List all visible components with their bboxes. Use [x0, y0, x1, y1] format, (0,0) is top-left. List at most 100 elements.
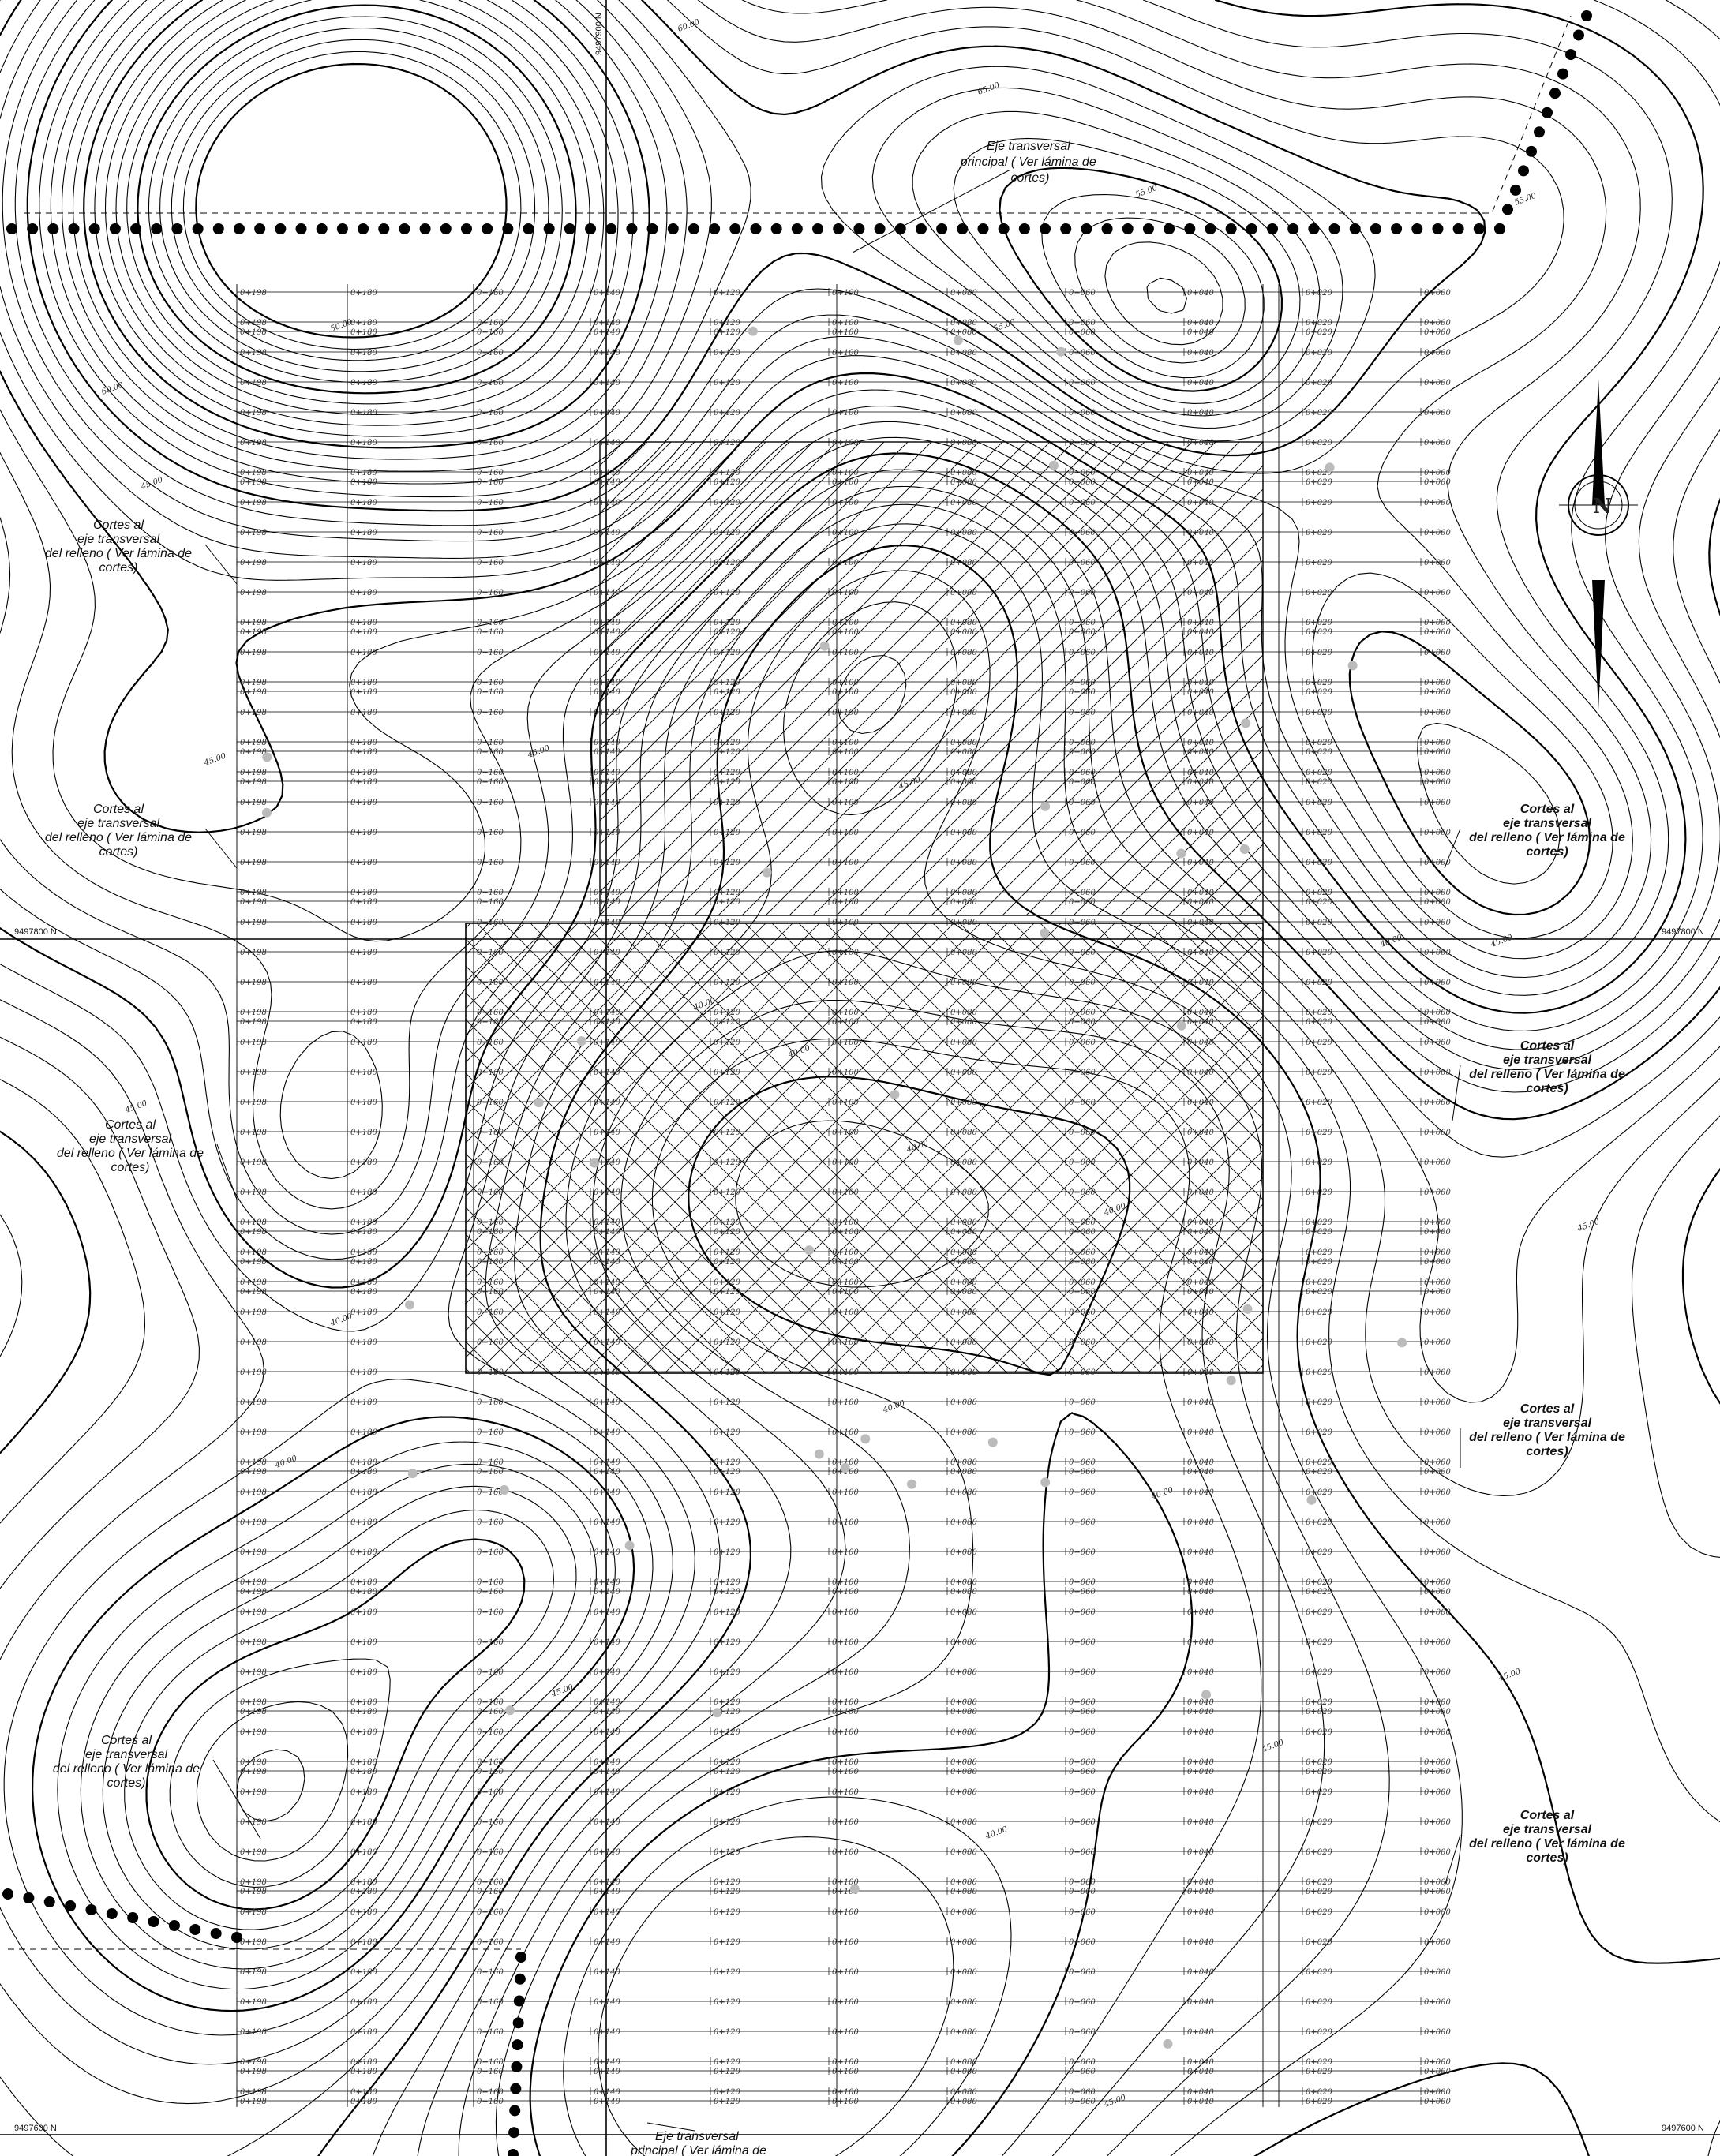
station-label: 0+100 [832, 478, 859, 487]
station-label: 0+180 [350, 1129, 377, 1137]
station-label: 0+160 [477, 1758, 504, 1767]
station-label: 0+060 [1069, 2098, 1096, 2106]
station-label: 0+040 [1187, 1878, 1214, 1887]
station-label: 0+120 [714, 1728, 740, 1737]
station-label: 0+120 [714, 289, 740, 298]
station-label: 0+140 [594, 1588, 620, 1596]
station-label: 0+020 [1306, 799, 1332, 807]
station-label: 0+000 [1424, 679, 1451, 687]
station-label: 0+060 [1069, 679, 1096, 687]
station-label: 0+160 [477, 559, 504, 567]
station-label: 0+140 [594, 949, 620, 957]
station-label: 0+100 [832, 1878, 859, 1887]
station-label: 0+140 [594, 1758, 620, 1767]
station-label: 0+040 [1187, 1278, 1214, 1287]
station-label: 0+140 [594, 1069, 620, 1077]
station-label: 0+120 [714, 949, 740, 957]
station-label: 0+000 [1424, 1338, 1451, 1347]
station-label: 0+160 [477, 1468, 504, 1477]
station-label: 0+198 [240, 1668, 267, 1677]
station-label: 0+060 [1069, 1158, 1096, 1167]
station-label: 0+198 [240, 1758, 267, 1767]
station-label: 0+198 [240, 1218, 267, 1227]
station-label: 0+000 [1424, 1578, 1451, 1587]
station-label: 0+000 [1424, 1129, 1451, 1137]
station-label: 0+020 [1306, 1698, 1332, 1707]
station-label: 0+040 [1187, 1099, 1214, 1107]
station-label: 0+180 [350, 889, 377, 897]
station-label: 0+000 [1424, 1708, 1451, 1716]
station-label: 0+198 [240, 589, 267, 597]
station-label: 0+020 [1306, 1968, 1332, 1977]
station-label: 0+120 [714, 1129, 740, 1137]
station-label: 0+040 [1187, 778, 1214, 787]
station-label: 0+100 [832, 619, 859, 627]
station-label: 0+160 [477, 709, 504, 717]
station-label: 0+140 [594, 469, 620, 477]
station-label: 0+160 [477, 829, 504, 837]
station-label: 0+000 [1424, 979, 1451, 987]
station-label: 0+100 [832, 559, 859, 567]
station-label: 0+080 [950, 2068, 977, 2076]
annotation-cortes-6: Cortes al eje transversal del relleno ( Ve… [1469, 1039, 1625, 1095]
station-label: 0+060 [1069, 469, 1096, 477]
station-label: 0+160 [477, 1588, 504, 1596]
station-label: 0+120 [714, 589, 740, 597]
station-label: 0+020 [1306, 1218, 1332, 1227]
station-label: 0+198 [240, 1708, 267, 1716]
principal-top-line-2: principal ( Ver lámina de [960, 155, 1096, 169]
station-label: 0+000 [1424, 1428, 1451, 1437]
station-label: 0+000 [1424, 1848, 1451, 1857]
station-label: 0+180 [350, 2068, 377, 2076]
station-label: 0+120 [714, 709, 740, 717]
annotation-principal-bottom-text: Eje transversal principal ( Ver lámina d… [630, 2130, 766, 2156]
station-label: 0+198 [240, 619, 267, 627]
station-label: 0+060 [1069, 1009, 1096, 1017]
station-label: 0+020 [1306, 439, 1332, 447]
station-label: 0+000 [1424, 1998, 1451, 2007]
station-label: 0+180 [350, 349, 377, 357]
station-label: 0+198 [240, 2088, 267, 2097]
station-label: 0+060 [1069, 289, 1096, 298]
station-label: 0+000 [1424, 889, 1451, 897]
station-label: 0+100 [832, 1848, 859, 1857]
station-label: 0+180 [350, 1099, 377, 1107]
station-label: 0+040 [1187, 478, 1214, 487]
station-label: 0+040 [1187, 1728, 1214, 1737]
station-label: 0+140 [594, 1878, 620, 1887]
station-label: 0+020 [1306, 859, 1332, 867]
station-label: 0+000 [1424, 529, 1451, 537]
station-label: 0+120 [714, 859, 740, 867]
station-label: 0+080 [950, 859, 977, 867]
station-label: 0+040 [1187, 1468, 1214, 1477]
station-label: 0+080 [950, 1698, 977, 1707]
station-label: 0+120 [714, 919, 740, 927]
station-label: 0+020 [1306, 949, 1332, 957]
station-label: 0+060 [1069, 1518, 1096, 1527]
station-label: 0+120 [714, 1588, 740, 1596]
station-label: 0+080 [950, 409, 977, 417]
station-label: 0+120 [714, 1878, 740, 1887]
station-label: 0+060 [1069, 709, 1096, 717]
station-label: 0+180 [350, 1698, 377, 1707]
station-label: 0+100 [832, 319, 859, 328]
station-label: 0+120 [714, 379, 740, 387]
station-label: 0+020 [1306, 1188, 1332, 1197]
station-label: 0+060 [1069, 1018, 1096, 1027]
station-label: 0+020 [1306, 529, 1332, 537]
station-label: 0+060 [1069, 1288, 1096, 1297]
station-label: 0+040 [1187, 1758, 1214, 1767]
station-label: 0+020 [1306, 1668, 1332, 1677]
station-label: 0+100 [832, 1768, 859, 1776]
principal-top-line-3: cortes) [1011, 171, 1050, 185]
station-label: 0+180 [350, 1878, 377, 1887]
station-label: 0+040 [1187, 1228, 1214, 1237]
station-label: 0+198 [240, 2028, 267, 2037]
station-label: 0+180 [350, 319, 377, 328]
station-label: 0+160 [477, 478, 504, 487]
station-label: 0+000 [1424, 289, 1451, 298]
station-label: 0+180 [350, 1428, 377, 1437]
station-label: 0+160 [477, 1668, 504, 1677]
station-label: 0+020 [1306, 1578, 1332, 1587]
station-label: 0+160 [477, 1398, 504, 1407]
